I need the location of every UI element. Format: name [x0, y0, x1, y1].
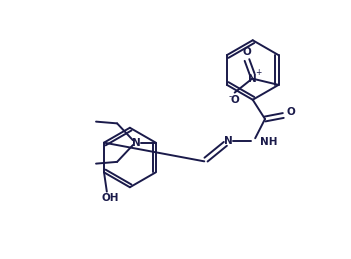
Text: +: + [255, 68, 261, 77]
Text: O: O [287, 107, 295, 117]
Text: -: - [229, 92, 232, 101]
Text: N: N [248, 74, 257, 84]
Text: O: O [243, 47, 251, 57]
Text: O: O [230, 95, 239, 105]
Text: N: N [132, 138, 141, 148]
Text: N: N [225, 136, 233, 146]
Text: NH: NH [260, 137, 277, 147]
Text: OH: OH [101, 193, 119, 203]
